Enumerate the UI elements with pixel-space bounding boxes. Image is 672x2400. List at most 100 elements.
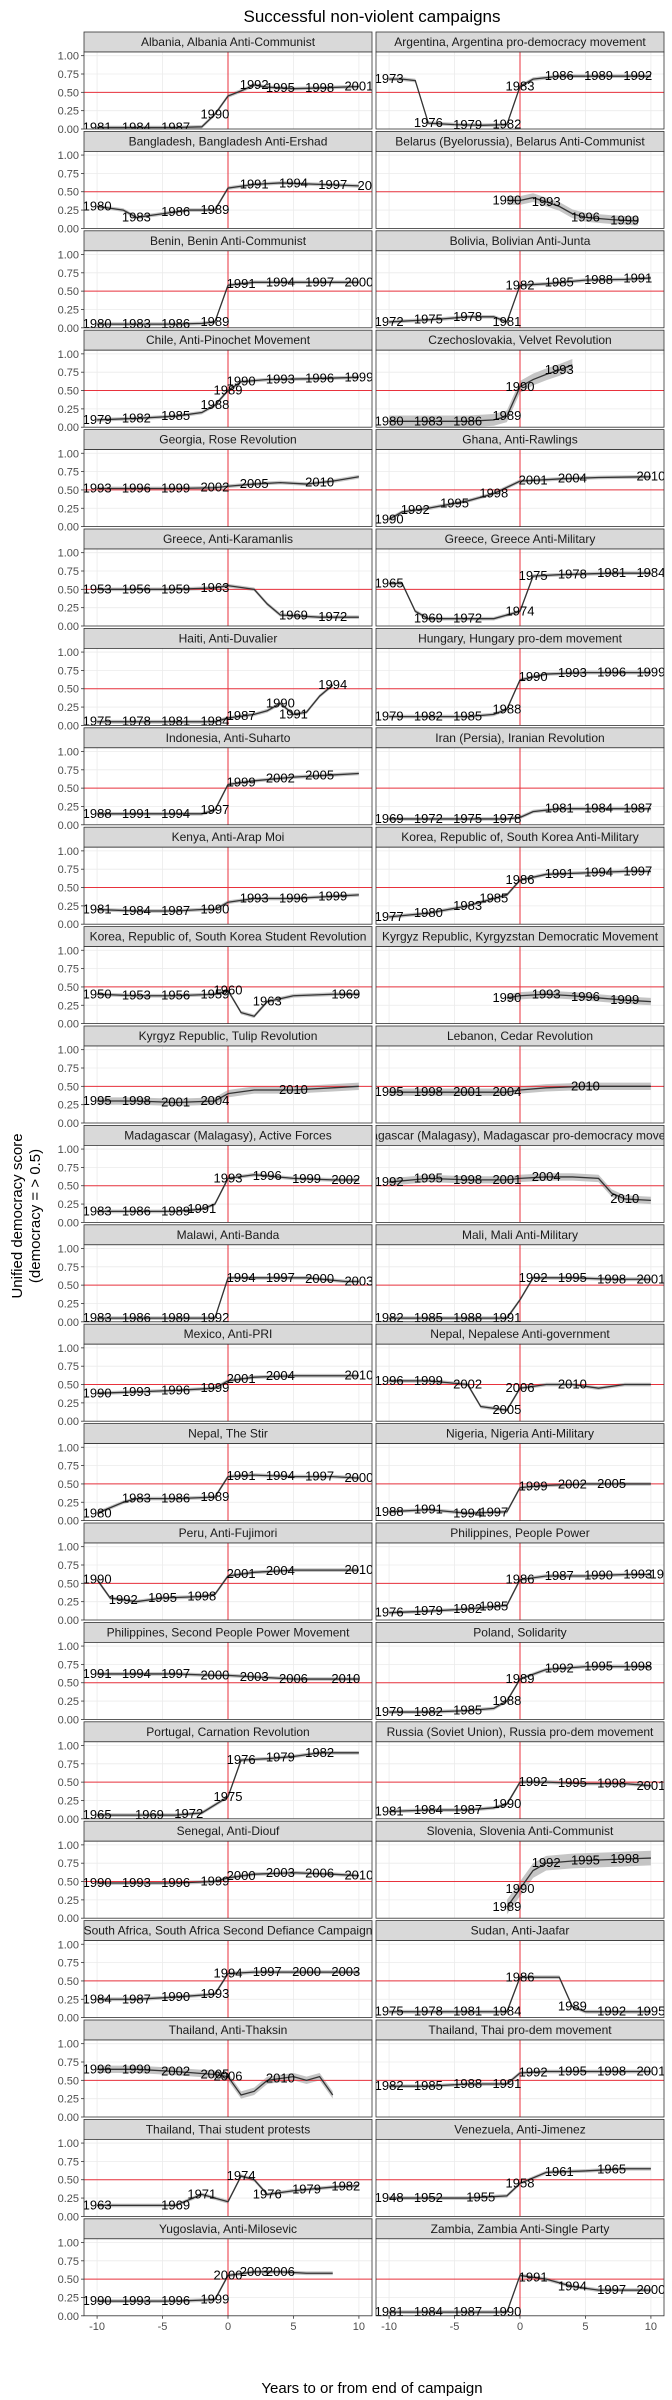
year-label: 1979 [83,412,112,427]
year-label: 1989 [492,408,521,423]
year-label: 1953 [83,581,112,596]
year-label: 1975 [519,568,548,583]
panel-plot-area: 1969 1972 1975 1978 1981 1984 1987 [376,747,664,825]
y-tick-label: 0.25 [58,106,79,118]
year-label: 1998 [623,1659,652,1674]
year-label: 1994 [266,274,295,289]
democracy-score-line [97,684,334,723]
y-tick-label: 0.25 [58,603,79,615]
year-label: 1998 [453,1172,482,1187]
democracy-score-line [97,1971,359,2000]
y-tick-label: 0.75 [58,1162,79,1174]
year-label: 1996 [597,665,626,680]
y-tick-label: 0.00 [58,323,79,335]
panel-border [83,1840,373,1919]
year-label: 2000 [227,1868,256,1883]
y-axis-title: Unified democracy score (democracy = > 0… [9,1133,44,1298]
facet-strip-title: Argentina, Argentina pro-democracy movem… [394,35,646,49]
year-label: 1994 [558,2278,587,2293]
year-label: 1998 [597,1776,626,1791]
democracy-score-line [389,1976,651,2013]
year-label: 2010 [558,1377,587,1392]
y-tick-label: 0.50 [58,485,79,497]
y-tick-label: 0.50 [58,883,79,895]
year-label: 1983 [83,1203,112,1218]
y-tick-label: 1.00 [58,1343,79,1355]
facet-strip-title: Russia (Soviet Union), Russia pro-dem mo… [387,1725,654,1739]
panel-plot-area: 1979 1982 1985 1988 1989 1992 1995 1998 [376,1642,664,1720]
year-label: 2006 [214,2069,243,2084]
year-label: 1994 [161,806,190,821]
panel-plot-area: 1995 1998 2001 2004 2010 [84,1046,372,1123]
panel-plot-area: 1990 1992 1995 1998 2001 2004 2010 [84,1543,372,1620]
panel-plot-area: 1980 1983 1986 1989 1990 1993 [376,350,664,428]
year-label: 1984 [414,1802,443,1817]
confidence-band [506,1850,651,1915]
year-label: 1976 [375,1605,404,1620]
year-label: 2001 [636,1778,665,1793]
y-tick-label: 1.00 [58,249,79,261]
facet-strip-title: Thailand, Anti-Thaksin [169,2023,288,2037]
year-label: 1987 [161,903,190,918]
panel-border [83,1940,373,2018]
confidence-band [389,1173,651,1205]
confidence-band [389,2069,651,2089]
democracy-score-line [97,1872,359,1884]
panel-plot-area: 1984 1987 1990 1993 1994 1997 2000 2003 [84,1940,372,2018]
year-label: 1993 [214,1170,243,1185]
y-tick-label: 0.75 [58,1858,79,1870]
year-label: 1994 [453,1505,482,1520]
democracy-score-line [389,671,651,718]
y-tick-label: 1.00 [58,945,79,957]
year-label: 1963 [83,2197,112,2212]
year-label: 1965 [375,575,404,590]
year-label: 1995 [266,80,295,95]
year-label: 1987 [122,1991,151,2006]
facet-panel: Chile, Anti-Pinochet Movement 1979 1982 198… [58,329,373,434]
y-tick-label: 0.00 [58,2013,79,2025]
y-tick-label: 0.75 [58,864,79,876]
panel-border [83,548,373,627]
year-label: 1972 [174,1806,203,1821]
confidence-band [97,583,359,620]
y-tick-label: 0.00 [58,1118,79,1130]
year-label: 2010 [344,1368,373,1383]
year-label: 1978 [558,566,587,581]
year-label: 1990 [506,1881,535,1896]
year-label: 1956 [122,581,151,596]
democracy-score-line [97,894,359,912]
year-label: 2010 [266,2071,295,2086]
y-tick-label: 1.00 [58,1939,79,1951]
year-label: 1993 [83,480,112,495]
y-tick-label: 0.25 [58,1795,79,1807]
year-label: 1985 [545,275,574,290]
democracy-score-line [389,1483,651,1514]
facet-strip-title: Czechoslovakia, Velvet Revolution [428,333,611,347]
year-label: 2004 [558,470,587,485]
year-label: 1995 [636,2004,665,2019]
y-tick-label: 0.50 [58,1578,79,1590]
year-label: 1982 [331,2178,360,2193]
democracy-score-line [389,1665,651,1713]
y-tick-label: 0.00 [58,2211,79,2223]
panel-border [375,946,665,1024]
year-label: 2010 [331,1671,360,1686]
year-label: 1965 [83,1807,112,1822]
year-label: 2000 [305,1271,334,1286]
panel-border [375,250,665,329]
year-label: 1986 [506,872,535,887]
year-label: 1998 [122,1093,151,1108]
panel-border [83,1244,373,1323]
panel-border [83,1443,373,1521]
year-label: 1995 [584,1659,613,1674]
year-label: 1986 [506,1969,535,1984]
year-label: 2005 [240,476,269,491]
year-label: 1993 [266,371,295,386]
x-tick-label: 0 [517,2321,523,2333]
